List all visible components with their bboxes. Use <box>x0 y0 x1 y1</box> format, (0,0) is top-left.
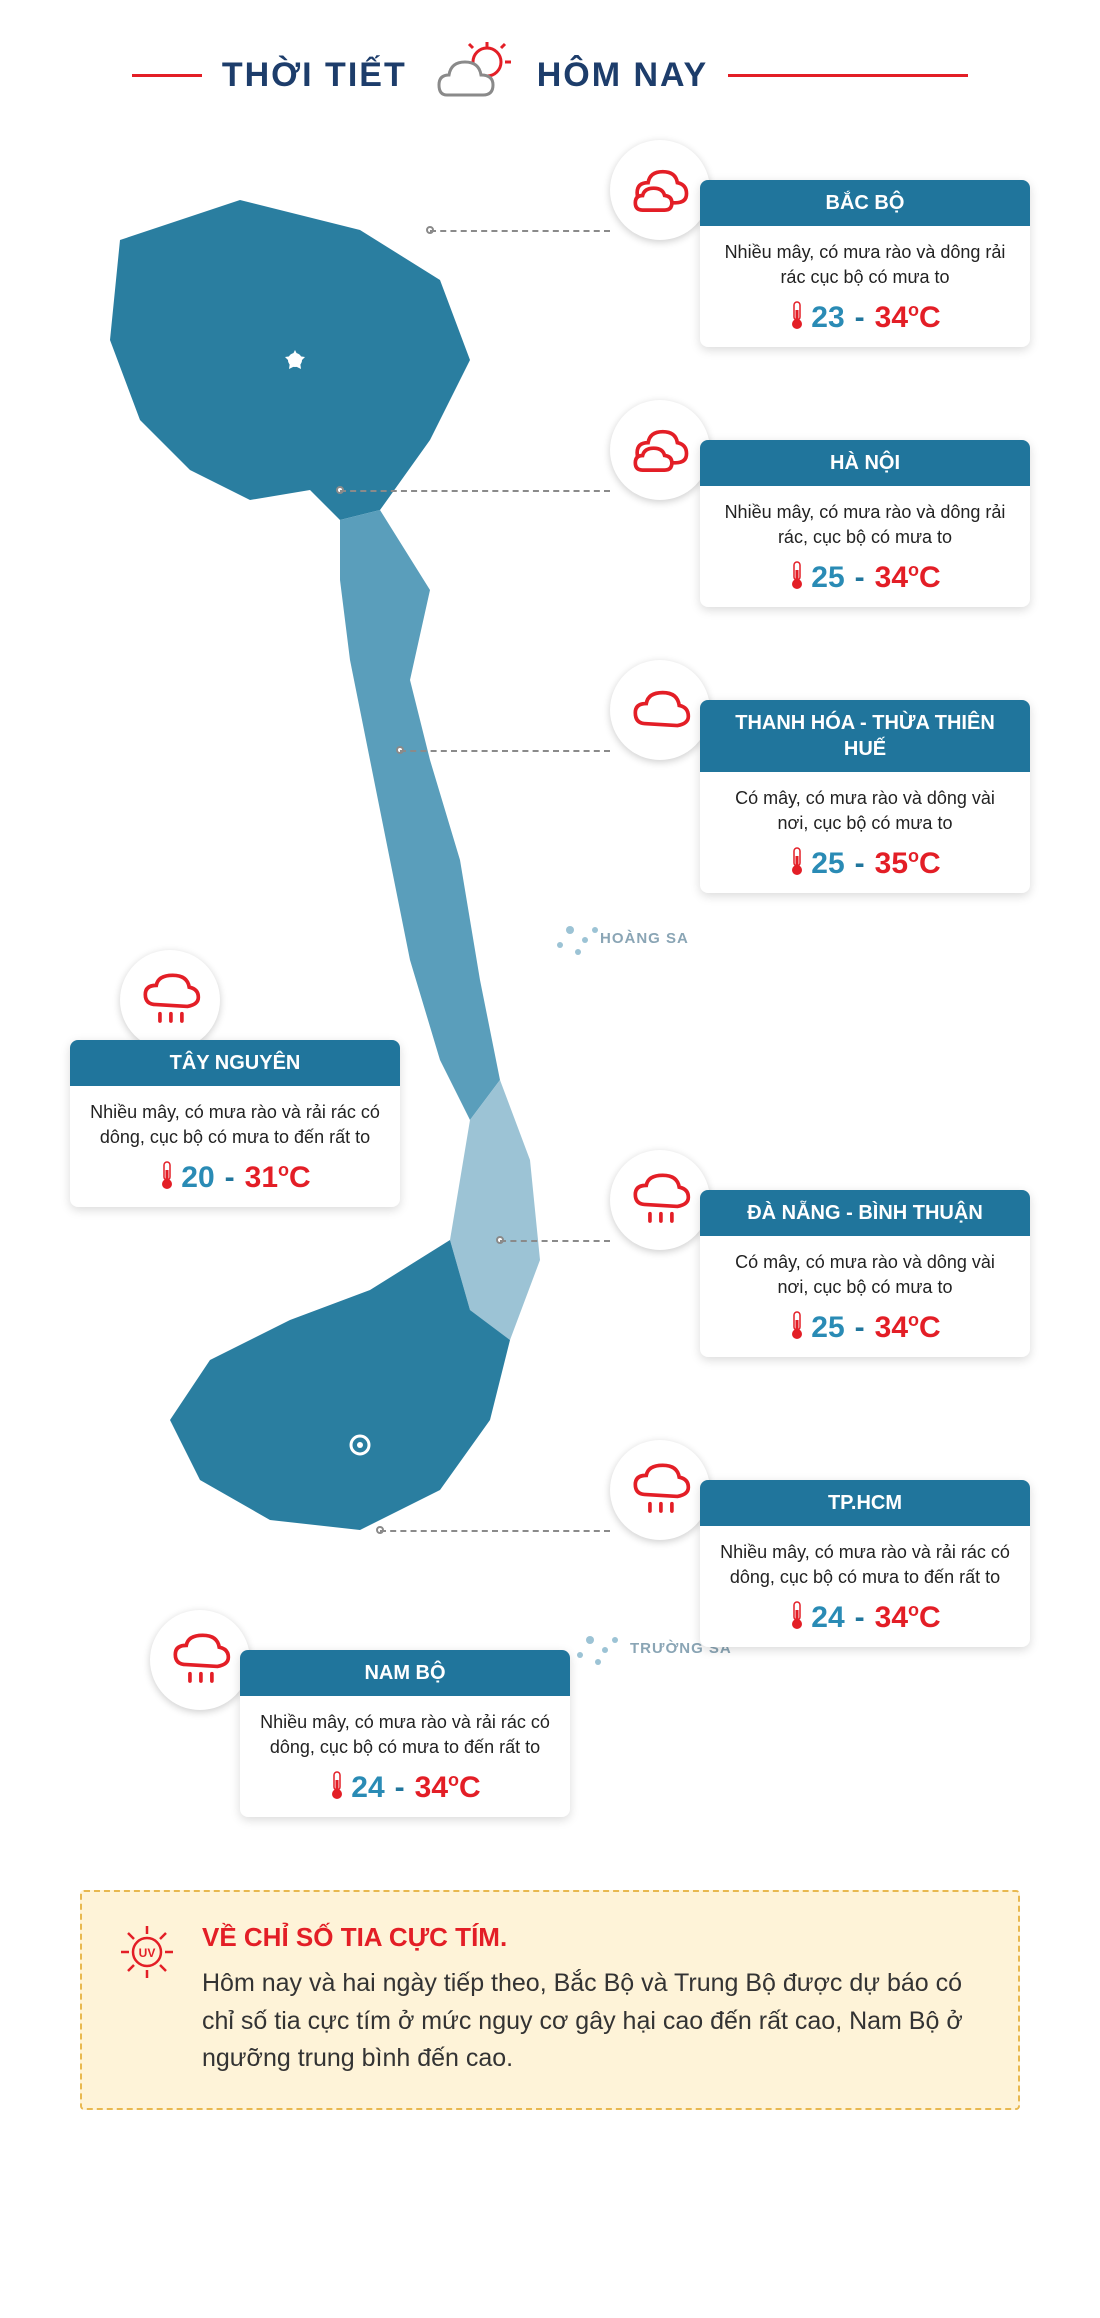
svg-text:UV: UV <box>139 1946 156 1960</box>
thermometer-icon <box>789 300 805 335</box>
header-weather-icon <box>427 40 517 110</box>
region-desc: Nhiều mây, có mưa rào và rải rác có dông… <box>718 1540 1012 1590</box>
leader-thanhhoa <box>400 750 610 752</box>
region-temp: 24-34oC <box>718 1600 1012 1635</box>
region-name: TÂY NGUYÊN <box>70 1040 400 1086</box>
temp-high: 34oC <box>875 1310 941 1345</box>
temp-low: 25 <box>811 561 844 595</box>
thermometer-icon <box>789 1310 805 1345</box>
region-name: BẮC BỘ <box>700 180 1030 226</box>
region-card-thanhhoa: THANH HÓA - THỪA THIÊN HUẾ Có mây, có mưa… <box>700 700 1030 893</box>
region-card-taynguyen: TÂY NGUYÊN Nhiều mây, có mưa rào và rải r… <box>70 1040 400 1207</box>
region-temp: 24-34oC <box>258 1770 552 1805</box>
leader-hanoi <box>340 490 610 492</box>
region-temp: 25-35oC <box>718 846 1012 881</box>
region-desc: Nhiều mây, có mưa rào và rải rác có dông… <box>258 1710 552 1760</box>
region-desc: Nhiều mây, có mưa rào và rải rác có dông… <box>88 1100 382 1150</box>
weather-icon-badge-thanhhoa <box>610 660 710 760</box>
uv-text: Hôm nay và hai ngày tiếp theo, Bắc Bộ và… <box>202 1965 978 2078</box>
temp-high: 34oC <box>875 560 941 595</box>
temp-low: 25 <box>811 1311 844 1345</box>
temp-low: 24 <box>351 1771 384 1805</box>
thermometer-icon <box>329 1770 345 1805</box>
content-area: HOÀNG SA TRƯỜNG SA BẮC BỘNhiều mây, có m… <box>40 140 1060 2040</box>
weather-icon-badge-bacbo <box>610 140 710 240</box>
thermometer-icon <box>789 846 805 881</box>
region-desc: Có mây, có mưa rào và dông vài nơi, cục … <box>718 786 1012 836</box>
region-name: HÀ NỘI <box>700 440 1030 486</box>
region-temp: 25-34oC <box>718 1310 1012 1345</box>
temp-low: 23 <box>811 301 844 335</box>
temp-high: 34oC <box>875 300 941 335</box>
header-text-left: THỜI TIẾT <box>222 56 407 95</box>
weather-icon-badge-hanoi <box>610 400 710 500</box>
weather-icon-badge-danang <box>610 1150 710 1250</box>
page-header: THỜI TIẾT HÔM NAY <box>40 40 1060 110</box>
island-label-hoangsa: HOÀNG SA <box>600 930 689 947</box>
region-card-hanoi: HÀ NỘI Nhiều mây, có mưa rào và dông rải … <box>700 440 1030 607</box>
temp-high: 34oC <box>875 1600 941 1635</box>
temp-low: 24 <box>811 1601 844 1635</box>
header-accent-right <box>728 74 968 77</box>
region-card-bacbo: BẮC BỘ Nhiều mây, có mưa rào và dông rải … <box>700 180 1030 347</box>
uv-title: VỀ CHỈ SỐ TIA CỰC TÍM. <box>202 1922 978 1953</box>
thermometer-icon <box>159 1160 175 1195</box>
region-desc: Nhiều mây, có mưa rào và dông rải rác cụ… <box>718 240 1012 290</box>
region-name: ĐÀ NẴNG - BÌNH THUẬN <box>700 1190 1030 1236</box>
region-card-hcm: TP.HCM Nhiều mây, có mưa rào và rải rác c… <box>700 1480 1030 1647</box>
temp-low: 20 <box>181 1161 214 1195</box>
region-temp: 20-31oC <box>88 1160 382 1195</box>
region-desc: Nhiều mây, có mưa rào và dông rải rác, c… <box>718 500 1012 550</box>
region-temp: 23-34oC <box>718 300 1012 335</box>
region-card-nambo: NAM BỘ Nhiều mây, có mưa rào và rải rác c… <box>240 1650 570 1817</box>
region-name: NAM BỘ <box>240 1650 570 1696</box>
region-name: TP.HCM <box>700 1480 1030 1526</box>
uv-sun-icon: UV <box>117 1922 177 1982</box>
weather-icon-badge-taynguyen <box>120 950 220 1050</box>
weather-icon-badge-hcm <box>610 1440 710 1540</box>
region-name: THANH HÓA - THỪA THIÊN HUẾ <box>700 700 1030 772</box>
leader-danang <box>500 1240 610 1242</box>
thermometer-icon <box>789 560 805 595</box>
leader-hcm <box>380 1530 610 1532</box>
temp-high: 34oC <box>415 1770 481 1805</box>
thermometer-icon <box>789 1600 805 1635</box>
temp-low: 25 <box>811 847 844 881</box>
uv-info-box: UV VỀ CHỈ SỐ TIA CỰC TÍM. Hôm nay và hai… <box>80 1890 1020 2110</box>
leader-bacbo <box>430 230 610 232</box>
region-card-danang: ĐÀ NẴNG - BÌNH THUẬN Có mây, có mưa rào v… <box>700 1190 1030 1357</box>
weather-icon-badge-nambo <box>150 1610 250 1710</box>
region-temp: 25-34oC <box>718 560 1012 595</box>
temp-high: 35oC <box>875 846 941 881</box>
header-accent-left <box>132 74 202 77</box>
header-text-right: HÔM NAY <box>537 56 708 95</box>
temp-high: 31oC <box>245 1160 311 1195</box>
region-desc: Có mây, có mưa rào và dông vài nơi, cục … <box>718 1250 1012 1300</box>
